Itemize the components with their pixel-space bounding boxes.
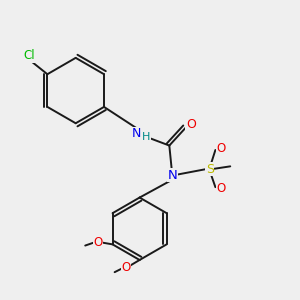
Text: O: O	[121, 261, 130, 274]
Text: O: O	[216, 142, 225, 155]
Text: N: N	[132, 127, 141, 140]
Text: H: H	[142, 132, 151, 142]
Text: S: S	[206, 163, 214, 176]
Text: O: O	[93, 236, 103, 249]
Text: Cl: Cl	[24, 49, 35, 62]
Text: O: O	[186, 118, 196, 130]
Text: N: N	[167, 169, 177, 182]
Text: O: O	[216, 182, 225, 195]
